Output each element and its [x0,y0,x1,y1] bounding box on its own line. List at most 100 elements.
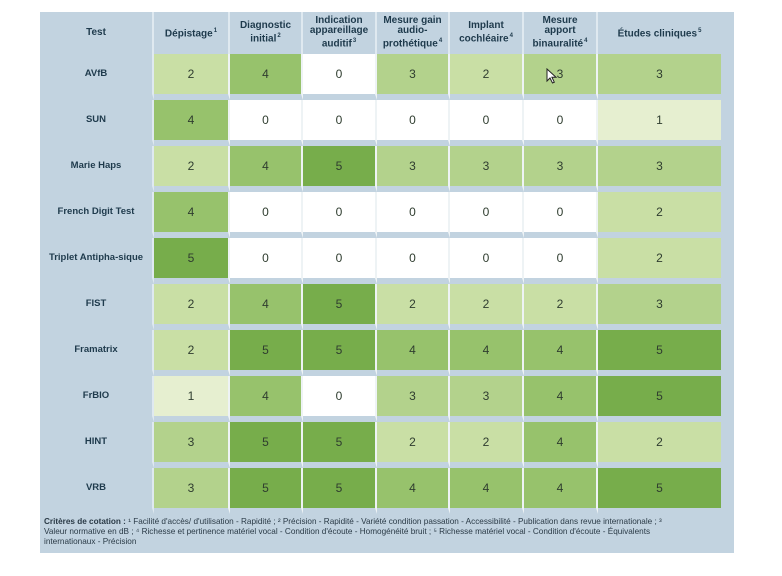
score-cell: 5 [230,422,303,468]
score-cell: 4 [450,468,524,514]
score-cell: 2 [598,238,721,284]
score-cell: 4 [154,192,230,238]
table-row: HINT 3 5 5 2 2 4 2 [40,422,721,468]
score-cell: 3 [524,54,598,100]
score-cell: 0 [303,192,377,238]
row-test-name: Framatrix [40,330,154,376]
score-cell: 5 [154,238,230,284]
rating-criteria-note: Critères de cotation : ¹ Facilité d'accè… [44,517,684,547]
row-test-name: HINT [40,422,154,468]
footnote-marker: 4 [584,38,588,45]
column-header: Dépistage1 [154,12,230,54]
score-cell: 2 [154,146,230,192]
table-row: VRB 3 5 5 4 4 4 5 [40,468,721,514]
table-row: AVfB 2 4 0 3 2 3 3 [40,54,721,100]
footnote-marker: 2 [277,33,281,40]
score-cell: 0 [303,100,377,146]
score-cell: 2 [154,284,230,330]
header-row: Test Dépistage1 Diagnostic initial2 Indicat… [40,12,721,54]
score-cell: 3 [377,146,450,192]
footnote-marker: 4 [509,33,513,40]
score-cell: 0 [230,100,303,146]
score-cell: 0 [230,192,303,238]
score-cell: 3 [154,422,230,468]
score-cell: 1 [154,376,230,422]
score-cell: 5 [303,468,377,514]
score-cell: 3 [377,54,450,100]
footnote-marker: 4 [438,38,443,45]
row-test-name: VRB [40,468,154,514]
score-cell: 0 [524,192,598,238]
score-cell: 3 [598,54,721,100]
score-cell: 2 [598,422,721,468]
column-header: Mesure apport binauralité4 [524,12,598,54]
score-cell: 1 [598,100,721,146]
score-cell: 0 [377,100,450,146]
score-cell: 0 [524,238,598,284]
score-cell: 4 [524,422,598,468]
score-cell: 3 [450,376,524,422]
score-cell: 0 [450,100,524,146]
rating-criteria-text: ¹ Facilité d'accès/ d'utilisation - Rapi… [44,517,662,546]
score-cell: 0 [377,192,450,238]
table-row: Triplet Antipha-sique 5 0 0 0 0 0 2 [40,238,721,284]
score-cell: 0 [303,376,377,422]
score-cell: 2 [524,284,598,330]
score-cell: 2 [450,422,524,468]
score-cell: 5 [303,146,377,192]
row-test-name: Marie Haps [40,146,154,192]
score-cell: 2 [377,422,450,468]
score-cell: 4 [524,468,598,514]
column-header: Diagnostic initial2 [230,12,303,54]
table-row: French Digit Test 4 0 0 0 0 0 2 [40,192,721,238]
score-cell: 4 [154,100,230,146]
score-cell: 4 [524,376,598,422]
column-header-test: Test [40,12,154,54]
score-cell: 3 [524,146,598,192]
footnote-marker: 1 [213,28,218,35]
score-cell: 5 [303,330,377,376]
score-cell: 0 [303,238,377,284]
score-cell: 3 [377,376,450,422]
column-header-label: Diagnostic initial [239,20,292,45]
column-header-label: Mesure gain audio-prothétique [382,15,442,50]
score-cell: 3 [598,146,721,192]
score-cell: 5 [230,468,303,514]
score-cell: 3 [450,146,524,192]
score-cell: 2 [598,192,721,238]
score-cell: 4 [377,330,450,376]
score-cell: 5 [303,422,377,468]
table-row: Marie Haps 2 4 5 3 3 3 3 [40,146,721,192]
mouse-cursor-icon [546,67,558,84]
score-cell: 5 [598,330,721,376]
score-cell: 2 [154,330,230,376]
column-header-label: Test [86,27,106,38]
score-cell: 4 [524,330,598,376]
footnote-marker: 5 [698,28,702,35]
footnote-marker: 3 [352,38,357,45]
score-cell: 0 [524,100,598,146]
column-header-label: Indication appareillage auditif [309,15,369,50]
column-header-label: Implant cochléaire [459,20,509,45]
row-test-name: French Digit Test [40,192,154,238]
column-header: Études cliniques5 [598,12,721,54]
score-cell: 2 [450,284,524,330]
table-row: FrBIO 1 4 0 3 3 4 5 [40,376,721,422]
column-header-label: Dépistage [164,28,213,40]
score-cell: 2 [154,54,230,100]
score-cell: 0 [303,54,377,100]
score-cell: 0 [230,238,303,284]
table-row: Framatrix 2 5 5 4 4 4 5 [40,330,721,376]
row-test-name: SUN [40,100,154,146]
table-row: SUN 4 0 0 0 0 0 1 [40,100,721,146]
score-cell: 5 [598,376,721,422]
score-cell: 0 [450,192,524,238]
column-header-label: Mesure apport binauralité [532,15,584,50]
score-cell: 4 [230,284,303,330]
rating-criteria-label: Critères de cotation : [44,517,126,526]
table-body: AVfB 2 4 0 3 2 3 3 SUN 4 0 0 0 0 0 1 Marie Haps 2 4 5 3 3 3 3 Fr… [40,54,721,514]
score-table: Test Dépistage1 Diagnostic initial2 Indicat… [40,12,721,514]
score-cell: 2 [450,54,524,100]
score-cell: 3 [154,468,230,514]
score-table-panel: Test Dépistage1 Diagnostic initial2 Indicat… [40,12,734,553]
